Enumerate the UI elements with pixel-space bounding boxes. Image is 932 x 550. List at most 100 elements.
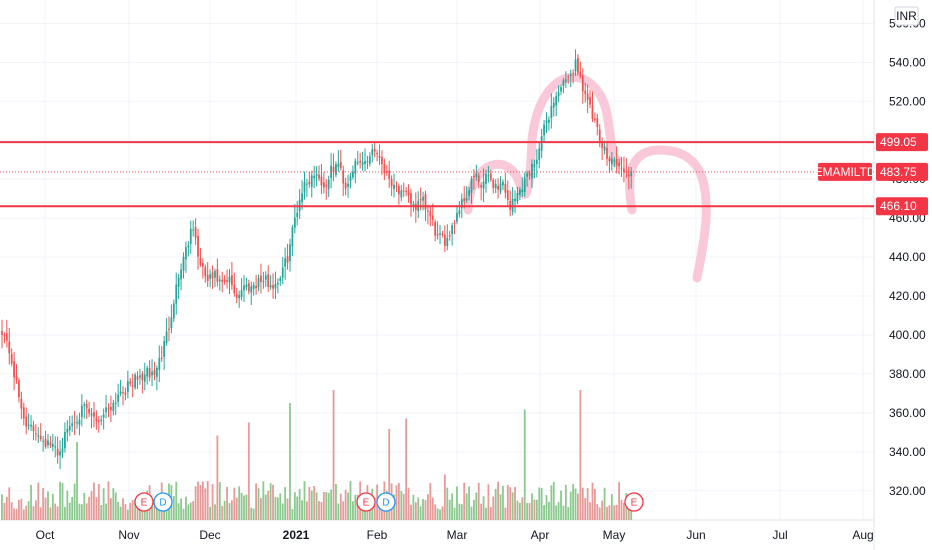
candle-body[interactable] [126,381,129,392]
candle-body[interactable] [54,446,57,448]
candle-body[interactable] [359,160,362,163]
candle-body[interactable] [51,443,54,447]
candle-body[interactable] [419,199,422,201]
candle-body[interactable] [216,269,219,282]
candle-body[interactable] [427,210,429,212]
candle-body[interactable] [535,159,538,165]
candle-body[interactable] [37,435,40,437]
candle-body[interactable] [221,279,224,283]
candle-body[interactable] [584,90,587,94]
candle-body[interactable] [361,162,364,165]
candle-body[interactable] [523,177,526,193]
candle-body[interactable] [1,331,3,335]
candle-body[interactable] [463,198,466,202]
candle-body[interactable] [172,303,175,319]
candle-body[interactable] [497,185,499,190]
candle-body[interactable] [284,258,287,267]
candle-body[interactable] [482,181,485,189]
candle-body[interactable] [34,433,37,435]
candle-body[interactable] [102,414,105,418]
candle-body[interactable] [564,79,567,82]
candle-body[interactable] [5,333,8,341]
candle-body[interactable] [591,105,594,119]
candle-body[interactable] [364,161,366,165]
candle-body[interactable] [552,102,555,108]
candle-body[interactable] [124,392,127,395]
candle-body[interactable] [538,148,541,160]
candle-body[interactable] [107,408,110,410]
candle-body[interactable] [487,175,490,177]
candle-body[interactable] [93,412,95,417]
candle-body[interactable] [83,404,86,406]
candle-body[interactable] [114,402,117,404]
candle-body[interactable] [289,244,291,262]
candle-body[interactable] [226,280,228,282]
candle-body[interactable] [405,191,408,193]
candle-body[interactable] [204,267,207,277]
candle-body[interactable] [90,413,93,416]
candle-body[interactable] [601,142,604,149]
candle-body[interactable] [388,170,391,179]
candle-body[interactable] [589,97,591,105]
candle-body[interactable] [260,275,262,282]
candle-body[interactable] [400,190,403,198]
candle-body[interactable] [393,184,395,189]
candle-body[interactable] [518,189,521,196]
candle-body[interactable] [397,186,400,195]
candle-body[interactable] [155,368,158,377]
candle-body[interactable] [272,285,274,289]
candle-body[interactable] [78,419,81,425]
candle-body[interactable] [134,374,136,388]
candle-body[interactable] [623,168,625,173]
candle-body[interactable] [376,153,378,155]
candle-body[interactable] [603,146,606,151]
candle-body[interactable] [39,435,42,440]
candle-body[interactable] [368,156,371,164]
candle-body[interactable] [97,420,100,423]
candle-body[interactable] [247,283,250,292]
candle-body[interactable] [569,74,572,77]
candle-body[interactable] [453,222,456,224]
candle-body[interactable] [143,374,146,382]
candle-body[interactable] [68,425,71,431]
candle-body[interactable] [390,178,393,187]
candle-body[interactable] [170,317,173,329]
candle-body[interactable] [339,161,342,169]
candle-body[interactable] [274,284,277,289]
candle-body[interactable] [313,175,316,179]
candle-body[interactable] [366,161,369,163]
candle-body[interactable] [148,368,151,378]
candle-body[interactable] [577,57,579,73]
candle-body[interactable] [3,335,6,337]
candle-body[interactable] [521,189,524,193]
candle-body[interactable] [550,106,553,118]
candle-body[interactable] [431,215,434,221]
candle-body[interactable] [402,190,405,192]
candle-body[interactable] [252,284,255,289]
candle-body[interactable] [308,181,311,185]
candle-body[interactable] [80,405,83,418]
candle-body[interactable] [85,403,88,409]
price-axis[interactable]: 320.00 340.00 360.00 380.00 400.00 420.00 440.… [875,0,932,550]
candle-body[interactable] [354,160,357,174]
candle-body[interactable] [468,190,470,196]
candle-body[interactable] [192,229,195,231]
candle-body[interactable] [231,275,233,286]
candle-body[interactable] [356,162,359,164]
candle-body[interactable] [163,341,166,357]
candle-body[interactable] [548,119,550,123]
candle-body[interactable] [342,170,345,184]
candle-body[interactable] [112,402,115,412]
candle-body[interactable] [117,394,120,402]
candle-body[interactable] [44,438,47,447]
candle-body[interactable] [514,198,516,202]
candle-body[interactable] [168,328,170,330]
candle-body[interactable] [255,285,257,289]
candle-body[interactable] [267,274,270,287]
candle-body[interactable] [494,184,497,189]
candle-body[interactable] [456,212,458,222]
candle-body[interactable] [526,173,529,177]
candle-body[interactable] [470,178,473,193]
candle-body[interactable] [201,263,204,267]
candle-body[interactable] [240,290,243,298]
